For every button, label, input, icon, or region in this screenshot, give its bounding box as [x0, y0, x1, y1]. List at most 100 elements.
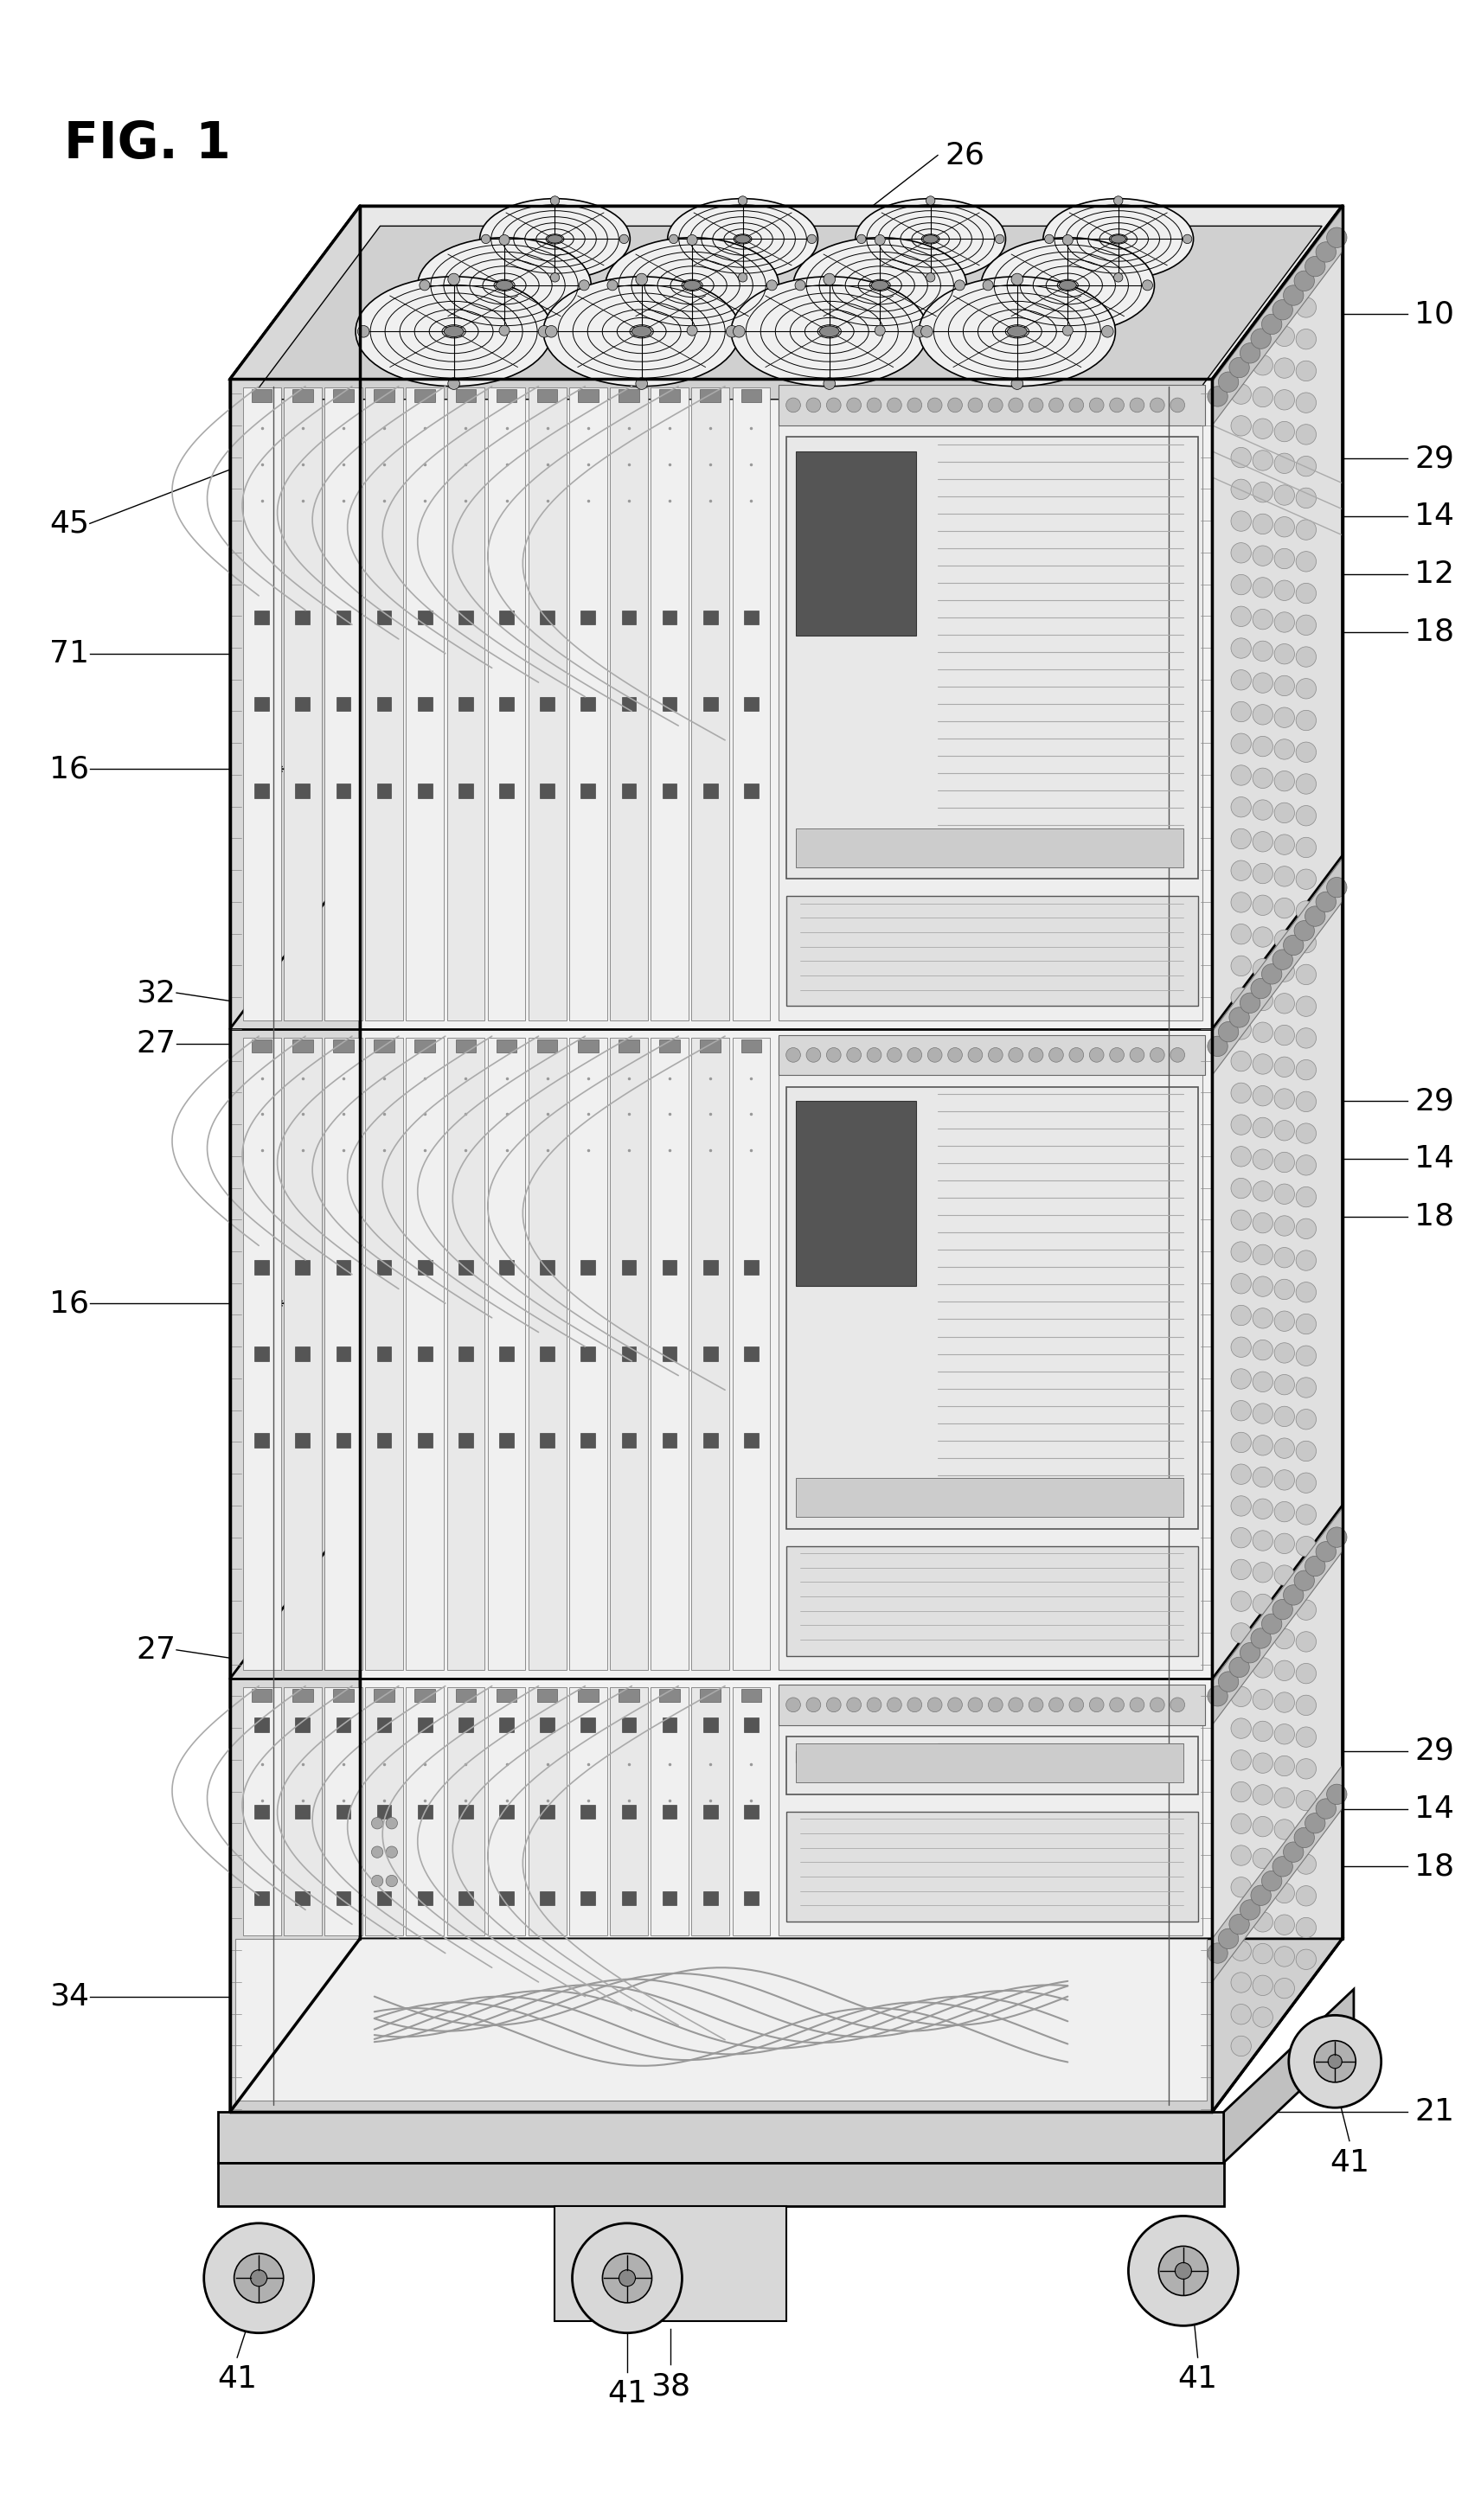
Circle shape	[1114, 197, 1123, 204]
Polygon shape	[292, 388, 313, 403]
Circle shape	[1252, 355, 1273, 375]
Polygon shape	[407, 388, 443, 1021]
Circle shape	[1009, 398, 1023, 413]
Circle shape	[796, 280, 806, 290]
Circle shape	[1252, 1371, 1273, 1391]
Polygon shape	[377, 610, 392, 625]
Circle shape	[1252, 958, 1273, 978]
Circle shape	[1232, 766, 1251, 786]
Circle shape	[1252, 1308, 1273, 1328]
Polygon shape	[581, 1260, 596, 1275]
Circle shape	[1232, 1782, 1251, 1802]
Circle shape	[1232, 2003, 1251, 2024]
Polygon shape	[796, 1744, 1183, 1782]
Polygon shape	[418, 610, 432, 625]
Polygon shape	[581, 1804, 596, 1819]
Circle shape	[1251, 328, 1271, 348]
Circle shape	[920, 325, 932, 338]
Polygon shape	[336, 1719, 351, 1731]
Circle shape	[1252, 1086, 1273, 1106]
Polygon shape	[242, 1038, 280, 1671]
Circle shape	[1232, 1018, 1251, 1041]
Circle shape	[1252, 864, 1273, 885]
Polygon shape	[703, 698, 718, 711]
Polygon shape	[254, 698, 269, 711]
Circle shape	[1252, 1625, 1273, 1646]
Circle shape	[988, 398, 1003, 413]
Circle shape	[1295, 1570, 1314, 1590]
Circle shape	[1274, 1565, 1295, 1585]
Circle shape	[1252, 1467, 1273, 1487]
Circle shape	[1232, 416, 1251, 436]
Polygon shape	[581, 610, 596, 625]
Polygon shape	[250, 227, 1323, 398]
Circle shape	[1232, 1464, 1251, 1484]
Circle shape	[1229, 1915, 1249, 1935]
Circle shape	[1273, 950, 1293, 970]
Circle shape	[1274, 1343, 1295, 1363]
Ellipse shape	[872, 280, 888, 290]
Circle shape	[1232, 1338, 1251, 1358]
Polygon shape	[219, 2162, 1224, 2205]
Circle shape	[1274, 1247, 1295, 1268]
Polygon shape	[555, 2205, 785, 2321]
Circle shape	[1327, 1527, 1346, 1547]
Polygon shape	[578, 1688, 599, 1701]
Ellipse shape	[923, 234, 938, 242]
Circle shape	[1295, 920, 1314, 940]
Text: 45: 45	[50, 509, 90, 539]
Polygon shape	[691, 1038, 730, 1671]
Polygon shape	[499, 1346, 514, 1361]
Circle shape	[785, 1698, 800, 1711]
Circle shape	[1296, 1885, 1317, 1905]
Ellipse shape	[480, 199, 630, 280]
Polygon shape	[254, 1804, 269, 1819]
Circle shape	[550, 272, 559, 282]
Ellipse shape	[631, 325, 652, 338]
Text: 41: 41	[1177, 2364, 1217, 2394]
Circle shape	[1327, 1784, 1346, 1804]
Circle shape	[1274, 1089, 1295, 1109]
Circle shape	[1305, 1812, 1326, 1835]
Circle shape	[1252, 610, 1273, 630]
Circle shape	[1296, 837, 1317, 857]
Circle shape	[1208, 1686, 1227, 1706]
Circle shape	[1315, 1799, 1336, 1819]
Polygon shape	[377, 784, 392, 799]
Polygon shape	[744, 1346, 759, 1361]
Circle shape	[1229, 1008, 1249, 1028]
Circle shape	[1274, 517, 1295, 537]
Circle shape	[1142, 280, 1152, 290]
Polygon shape	[458, 1719, 473, 1731]
Circle shape	[1296, 582, 1317, 602]
Polygon shape	[1213, 207, 1342, 2112]
Circle shape	[948, 398, 963, 413]
Polygon shape	[780, 1038, 1202, 1671]
Circle shape	[1274, 804, 1295, 824]
Circle shape	[1029, 398, 1044, 413]
Polygon shape	[251, 388, 272, 403]
Circle shape	[1274, 1978, 1295, 1998]
Circle shape	[733, 325, 744, 338]
Circle shape	[1296, 1792, 1317, 1812]
Circle shape	[1089, 398, 1104, 413]
Polygon shape	[540, 698, 555, 711]
Circle shape	[1274, 1915, 1295, 1935]
Circle shape	[1274, 358, 1295, 378]
Circle shape	[868, 398, 881, 413]
Polygon shape	[458, 610, 473, 625]
Circle shape	[1101, 325, 1113, 338]
Circle shape	[1252, 1275, 1273, 1298]
Circle shape	[824, 275, 835, 285]
Circle shape	[636, 378, 647, 391]
Polygon shape	[780, 1036, 1205, 1076]
Circle shape	[619, 2271, 636, 2286]
Circle shape	[1232, 955, 1251, 975]
Polygon shape	[796, 1751, 916, 1761]
Circle shape	[1296, 648, 1317, 668]
Polygon shape	[700, 1038, 721, 1051]
Polygon shape	[499, 784, 514, 799]
Circle shape	[1296, 1313, 1317, 1333]
Circle shape	[1232, 575, 1251, 595]
Polygon shape	[499, 610, 514, 625]
